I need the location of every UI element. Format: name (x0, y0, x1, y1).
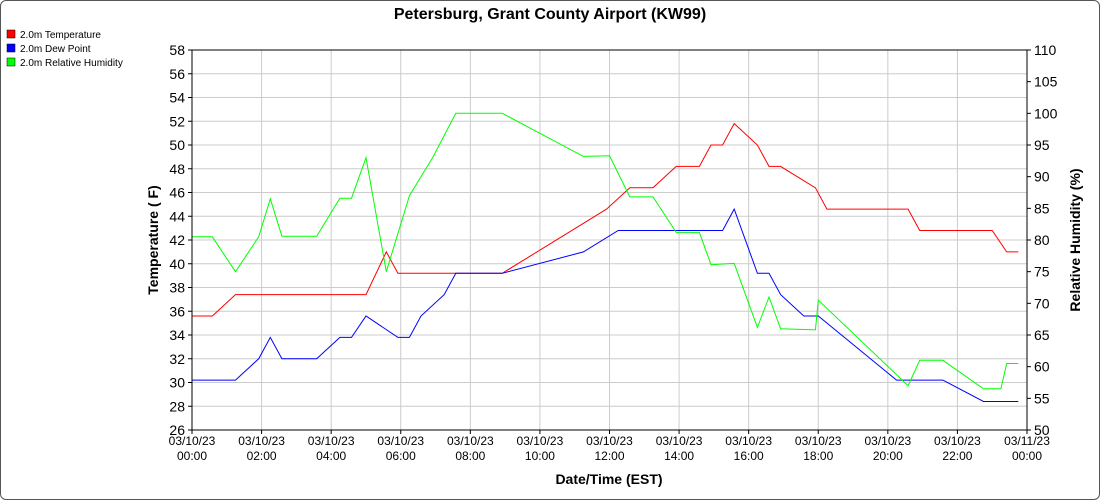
x-tick-date: 03/10/23 (377, 434, 424, 448)
legend-label: 2.0m Dew Point (20, 44, 91, 55)
x-tick-date: 03/10/23 (795, 434, 842, 448)
x-tick-time: 02:00 (247, 449, 277, 463)
y2-tick-label: 65 (1034, 327, 1050, 343)
x-axis-label: Date/Time (EST) (555, 471, 662, 487)
y2-tick-label: 100 (1034, 105, 1058, 121)
y-tick-label: 52 (169, 113, 185, 129)
x-tick-time: 20:00 (873, 449, 903, 463)
y-tick-label: 58 (169, 42, 185, 58)
y-tick-label: 36 (169, 303, 185, 319)
legend-swatch (6, 29, 16, 39)
legend-label: 2.0m Temperature (20, 30, 101, 41)
x-tick-time: 06:00 (386, 449, 416, 463)
y-tick-label: 48 (169, 161, 185, 177)
y2-tick-label: 55 (1034, 390, 1050, 406)
y-tick-label: 28 (169, 398, 185, 414)
y-tick-label: 42 (169, 232, 185, 248)
x-tick-time: 22:00 (942, 449, 972, 463)
legend-swatch (6, 43, 16, 53)
y-tick-label: 50 (169, 137, 185, 153)
x-tick-time: 18:00 (803, 449, 833, 463)
x-tick-date: 03/10/23 (238, 434, 285, 448)
series-line-1 (192, 207, 1019, 402)
y-tick-label: 46 (169, 185, 185, 201)
legend-label: 2.0m Relative Humidity (20, 58, 123, 69)
y2-tick-label: 90 (1034, 169, 1050, 185)
grid (191, 49, 1028, 431)
y-tick-label: 38 (169, 280, 185, 296)
y-tick-label: 44 (169, 208, 185, 224)
y-tick-label: 54 (169, 90, 185, 106)
y2-tick-label: 75 (1034, 264, 1050, 280)
y2-tick-label: 70 (1034, 295, 1050, 311)
y-tick-label: 32 (169, 351, 185, 367)
y2-tick-label: 85 (1034, 200, 1050, 216)
x-axis: 03/10/2300:0003/10/2302:0003/10/2304:000… (169, 430, 1050, 463)
y-axis-left: 26 28 30 32 34 36 38 40 42 44 46 48 50 52 54 56 58 (169, 42, 192, 438)
x-tick-time: 14:00 (664, 449, 694, 463)
x-tick-date: 03/10/23 (169, 434, 216, 448)
y-tick-label: 56 (169, 66, 185, 82)
x-tick-time: 04:00 (316, 449, 346, 463)
y-tick-label: 34 (169, 327, 185, 343)
x-tick-time: 10:00 (525, 449, 555, 463)
series-line-2 (192, 112, 1019, 390)
x-tick-date: 03/10/23 (725, 434, 772, 448)
y2-tick-label: 80 (1034, 232, 1050, 248)
x-tick-time: 12:00 (594, 449, 624, 463)
x-tick-time: 00:00 (1012, 449, 1042, 463)
x-tick-time: 08:00 (455, 449, 485, 463)
x-tick-date: 03/10/23 (447, 434, 494, 448)
chart-title: Petersburg, Grant County Airport (KW99) (394, 6, 706, 23)
y-axis-right: 50 55 60 65 70 75 80 85 90 95 100 105 110 (1027, 42, 1058, 438)
x-tick-time: 00:00 (177, 449, 207, 463)
x-tick-date: 03/10/23 (308, 434, 355, 448)
x-tick-date: 03/10/23 (934, 434, 981, 448)
y-tick-label: 40 (169, 256, 185, 272)
x-tick-date: 03/10/23 (864, 434, 911, 448)
x-tick-date: 03/11/23 (1004, 434, 1050, 448)
y2-tick-label: 60 (1034, 359, 1050, 375)
legend-swatch (6, 57, 16, 67)
y-tick-label: 26 (169, 422, 185, 438)
y2-axis-label: Relative Humidity (%) (1067, 168, 1083, 311)
x-tick-date: 03/10/23 (517, 434, 564, 448)
series-line-0 (192, 122, 1019, 317)
y2-tick-label: 110 (1034, 42, 1057, 58)
x-tick-date: 03/10/23 (656, 434, 703, 448)
y2-tick-label: 50 (1034, 422, 1050, 438)
y-axis-label: Temperature ( F) (145, 185, 161, 294)
y2-tick-label: 105 (1034, 74, 1058, 90)
legend: 2.0m Temperature 2.0m Dew Point 2.0m Relat… (6, 29, 123, 69)
series-lines (192, 112, 1019, 402)
y-tick-label: 30 (169, 375, 185, 391)
y2-tick-label: 95 (1034, 137, 1050, 153)
x-tick-time: 16:00 (734, 449, 764, 463)
x-tick-date: 03/10/23 (586, 434, 633, 448)
